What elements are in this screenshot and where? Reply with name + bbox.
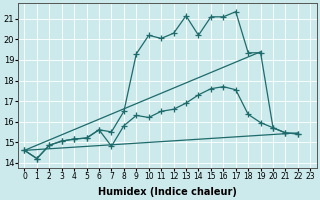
- X-axis label: Humidex (Indice chaleur): Humidex (Indice chaleur): [98, 187, 237, 197]
